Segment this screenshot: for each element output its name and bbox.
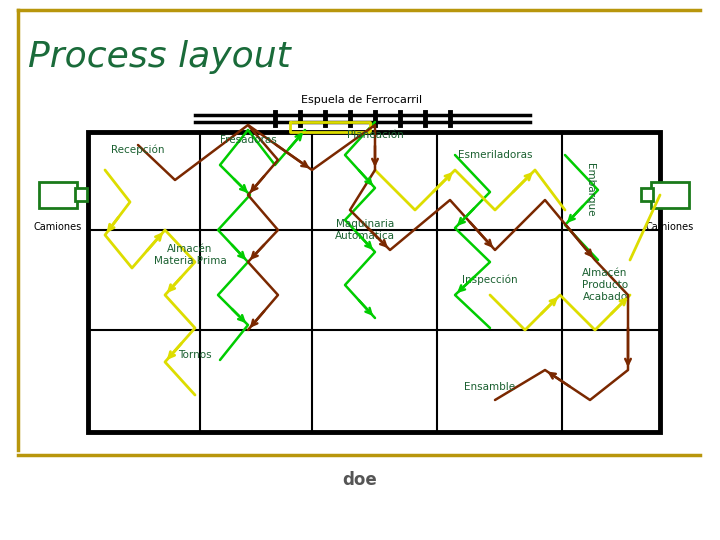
Text: Tornos: Tornos: [178, 350, 212, 360]
Text: Embarque: Embarque: [585, 163, 595, 217]
Text: Almacén
Producto
Acabado: Almacén Producto Acabado: [582, 268, 628, 302]
Bar: [75, 188, 87, 201]
Bar: [641, 188, 653, 201]
Text: Ensamble: Ensamble: [464, 382, 516, 392]
Text: Esmeriladoras: Esmeriladoras: [458, 150, 532, 160]
Text: Espuela de Ferrocarril: Espuela de Ferrocarril: [302, 95, 423, 105]
Text: Camiones: Camiones: [646, 222, 694, 232]
Text: Recepción: Recepción: [112, 145, 165, 156]
Text: Fresadoras: Fresadoras: [220, 135, 276, 145]
Text: doe: doe: [343, 471, 377, 489]
Bar: [651, 182, 689, 208]
Text: Camiones: Camiones: [34, 222, 82, 232]
Text: Process layout: Process layout: [28, 40, 291, 74]
Text: Inspección: Inspección: [462, 275, 518, 285]
Bar: [88, 132, 660, 432]
Text: Almacén
Materia Prima: Almacén Materia Prima: [153, 244, 226, 266]
Text: Planeación: Planeación: [346, 130, 403, 140]
Bar: [39, 182, 77, 208]
Text: Maquinaria
Automática: Maquinaria Automática: [335, 219, 395, 241]
